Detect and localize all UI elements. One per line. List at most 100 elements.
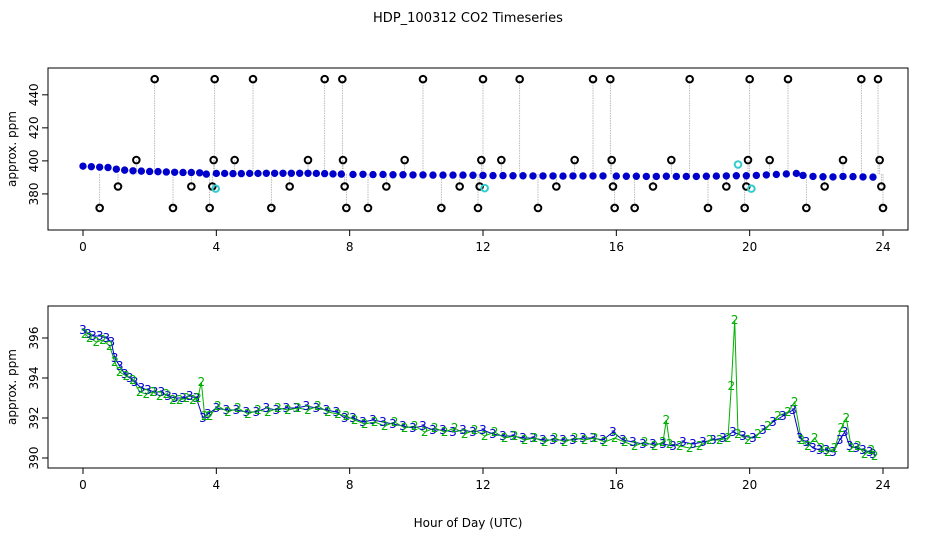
x-tick-label: 8 xyxy=(346,240,354,254)
data-point xyxy=(137,167,146,175)
series-3-marker: 3 xyxy=(846,439,854,453)
outlier-point xyxy=(765,155,774,165)
data-point xyxy=(162,168,171,176)
outlier-point xyxy=(875,155,884,165)
series-2-marker: 2 xyxy=(868,443,876,457)
series-2-marker: 2 xyxy=(854,439,862,453)
series-3-marker: 3 xyxy=(823,443,831,457)
series-3-marker: 3 xyxy=(253,405,261,419)
data-point xyxy=(95,163,104,171)
series-2-marker: 2 xyxy=(764,419,772,433)
data-point xyxy=(762,171,771,179)
data-point xyxy=(622,172,631,180)
series-3-marker: 3 xyxy=(619,433,627,447)
series-2-marker: 2 xyxy=(831,441,839,455)
x-tick-label: 0 xyxy=(79,478,87,492)
series-3-marker: 3 xyxy=(529,431,537,445)
series-2-marker: 2 xyxy=(254,403,262,417)
series-2-marker: 2 xyxy=(601,435,609,449)
series-2-marker: 2 xyxy=(541,435,549,449)
x-tick-label: 20 xyxy=(742,240,757,254)
series-3-marker: 3 xyxy=(539,433,547,447)
y-tick-label: 440 xyxy=(27,83,41,106)
outlier-point xyxy=(570,155,579,165)
data-point xyxy=(632,172,641,180)
x-tick-label: 12 xyxy=(475,478,490,492)
data-point xyxy=(79,162,87,170)
series-3-marker: 3 xyxy=(569,433,577,447)
series-3-marker: 3 xyxy=(193,391,201,405)
series-3-marker: 3 xyxy=(859,443,867,457)
outlier-point xyxy=(187,182,196,191)
series-2-marker: 2 xyxy=(511,429,519,443)
series-3-marker: 3 xyxy=(233,403,241,417)
outlier-point xyxy=(267,203,276,213)
series-3-marker: 3 xyxy=(649,437,657,451)
series-3-marker: 3 xyxy=(589,431,597,445)
series-3-marker: 3 xyxy=(803,435,811,449)
series-2-marker: 2 xyxy=(111,355,119,369)
outlier-point xyxy=(648,182,658,191)
series-2-marker: 2 xyxy=(731,313,739,327)
series-2-marker: 2 xyxy=(189,393,197,407)
series-3-marker: 3 xyxy=(729,425,737,439)
data-point xyxy=(752,171,761,180)
series-3-marker: 3 xyxy=(629,435,637,449)
series-2-marker: 2 xyxy=(334,407,342,421)
series-2-marker: 2 xyxy=(774,409,782,423)
data-point xyxy=(229,169,237,178)
chart-title: HDP_100312 CO2 Timeseries xyxy=(373,11,563,26)
data-point xyxy=(549,172,557,180)
series-2-marker: 2 xyxy=(838,421,846,435)
outlier-point xyxy=(338,155,348,165)
series-2-marker: 2 xyxy=(86,331,94,345)
outlier-point xyxy=(248,74,258,84)
series-3-marker: 3 xyxy=(303,399,311,413)
series-3-marker: 3 xyxy=(609,425,617,439)
series-2-marker: 2 xyxy=(734,427,742,441)
outlier-point xyxy=(610,203,619,213)
outlier-point xyxy=(363,203,373,213)
series-3-marker: 3 xyxy=(659,437,667,451)
series-2-marker: 2 xyxy=(183,391,191,405)
series-2-marker: 2 xyxy=(481,429,489,443)
outlier-point xyxy=(342,203,351,213)
series-3-marker: 3 xyxy=(158,385,166,399)
data-point xyxy=(652,172,661,181)
data-point xyxy=(479,171,487,180)
outlier-point xyxy=(685,74,694,84)
outlier-point xyxy=(230,155,239,165)
series-3-marker: 3 xyxy=(579,431,587,445)
data-point xyxy=(519,172,527,180)
series-3-marker: 3 xyxy=(108,335,116,349)
data-point xyxy=(439,171,447,179)
data-point xyxy=(112,165,121,173)
outlier-point xyxy=(820,182,829,191)
outlier-point xyxy=(477,155,486,165)
outlier-point xyxy=(210,74,219,84)
data-point xyxy=(772,170,781,179)
outlier-point xyxy=(475,182,484,191)
series-3-marker: 3 xyxy=(293,401,301,415)
data-point xyxy=(449,171,457,179)
outlier-point xyxy=(113,182,123,191)
outlier-point xyxy=(478,74,488,84)
outlier-point xyxy=(878,203,888,213)
y-axis-label-top: approx. ppm xyxy=(5,111,19,187)
series-2-marker: 2 xyxy=(224,405,232,419)
outlier-point xyxy=(437,203,446,213)
series-2-marker: 2 xyxy=(234,401,242,415)
series-2-marker: 2 xyxy=(194,391,202,405)
series-2-marker: 2 xyxy=(848,441,856,455)
series-2-marker: 2 xyxy=(81,327,89,341)
y-tick-label: 380 xyxy=(27,182,41,205)
series-3-marker: 3 xyxy=(283,401,291,415)
plot-frame-top xyxy=(47,67,909,231)
data-point xyxy=(799,171,807,180)
series-3-marker: 3 xyxy=(709,433,717,447)
series-2-marker: 2 xyxy=(659,435,667,449)
series-2-line xyxy=(84,319,876,457)
y-tick-label: 392 xyxy=(27,407,41,430)
series-2-marker: 2 xyxy=(93,335,101,349)
